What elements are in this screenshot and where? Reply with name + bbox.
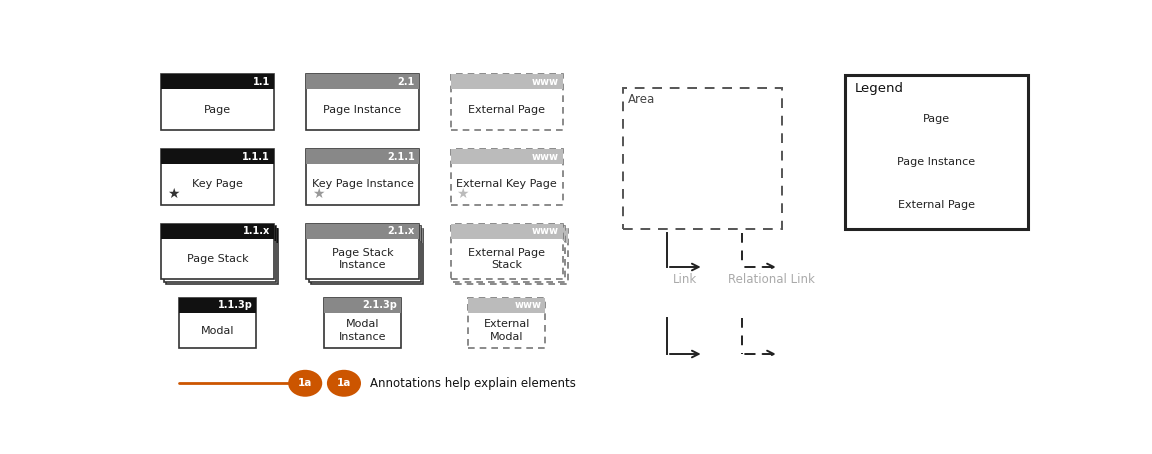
Text: 2.1.x: 2.1.x bbox=[387, 226, 415, 236]
Text: Page: Page bbox=[923, 114, 950, 124]
Bar bbox=[166, 228, 279, 284]
Bar bbox=[161, 149, 274, 205]
Bar bbox=[857, 100, 1016, 129]
Bar bbox=[857, 186, 1016, 215]
Text: Annotations help explain elements: Annotations help explain elements bbox=[370, 377, 576, 390]
Text: www: www bbox=[532, 77, 559, 87]
Text: Modal
Instance: Modal Instance bbox=[339, 319, 386, 342]
Bar bbox=[468, 298, 545, 348]
Bar bbox=[468, 298, 545, 313]
Text: ★: ★ bbox=[312, 187, 324, 201]
Bar bbox=[857, 100, 1016, 109]
Text: 2.1: 2.1 bbox=[397, 77, 415, 87]
Bar bbox=[450, 224, 563, 238]
Bar bbox=[857, 143, 1016, 152]
Text: 2.1.3p: 2.1.3p bbox=[363, 301, 397, 311]
Text: Page Stack: Page Stack bbox=[187, 254, 249, 264]
Bar bbox=[306, 224, 418, 238]
Text: Key Page: Key Page bbox=[192, 179, 243, 189]
Text: ★: ★ bbox=[456, 187, 469, 201]
Text: External Page
Stack: External Page Stack bbox=[468, 248, 545, 270]
Bar bbox=[453, 226, 566, 241]
Bar bbox=[306, 149, 418, 164]
Text: External Page: External Page bbox=[897, 200, 975, 210]
Bar bbox=[450, 74, 563, 130]
Bar bbox=[306, 149, 418, 205]
Bar bbox=[179, 298, 257, 313]
Ellipse shape bbox=[327, 370, 361, 397]
Text: www: www bbox=[532, 152, 559, 162]
Bar bbox=[161, 224, 274, 238]
Bar bbox=[161, 224, 274, 279]
Bar bbox=[455, 228, 568, 284]
Bar bbox=[455, 228, 568, 243]
Text: Modal: Modal bbox=[200, 326, 234, 336]
Bar bbox=[623, 89, 782, 228]
Bar bbox=[166, 228, 279, 243]
Bar bbox=[324, 298, 401, 348]
Bar bbox=[453, 226, 566, 281]
Bar bbox=[450, 224, 563, 279]
Text: 1.1.x: 1.1.x bbox=[243, 226, 270, 236]
Text: Page Instance: Page Instance bbox=[324, 104, 402, 114]
Text: Page: Page bbox=[204, 104, 232, 114]
Bar bbox=[857, 186, 1016, 195]
Bar bbox=[179, 298, 257, 348]
Text: Page Stack
Instance: Page Stack Instance bbox=[332, 248, 393, 270]
Bar bbox=[450, 149, 563, 205]
Bar bbox=[309, 226, 422, 281]
Text: 2.1.1: 2.1.1 bbox=[387, 152, 415, 162]
Text: 1.1.3p: 1.1.3p bbox=[218, 301, 252, 311]
Text: Area: Area bbox=[628, 93, 655, 106]
Bar bbox=[311, 228, 424, 243]
Text: 1.1: 1.1 bbox=[252, 77, 270, 87]
Bar bbox=[161, 74, 274, 89]
Bar bbox=[306, 74, 418, 130]
Bar bbox=[306, 224, 418, 279]
Bar bbox=[161, 149, 274, 164]
Bar bbox=[450, 74, 563, 89]
Bar bbox=[450, 149, 563, 164]
Bar bbox=[161, 74, 274, 130]
Bar bbox=[306, 74, 418, 89]
Text: Page Instance: Page Instance bbox=[897, 157, 976, 167]
Bar bbox=[311, 228, 424, 284]
Bar bbox=[846, 74, 1028, 228]
Text: External
Modal: External Modal bbox=[484, 319, 530, 342]
Text: Link: Link bbox=[673, 273, 697, 286]
Text: Key Page Instance: Key Page Instance bbox=[311, 179, 414, 189]
Text: 1.1.1: 1.1.1 bbox=[242, 152, 270, 162]
Text: www: www bbox=[515, 301, 541, 311]
Text: 1a: 1a bbox=[336, 378, 351, 388]
Text: Legend: Legend bbox=[855, 82, 903, 95]
Bar bbox=[324, 298, 401, 313]
Text: External Key Page: External Key Page bbox=[456, 179, 558, 189]
Text: Relational Link: Relational Link bbox=[728, 273, 816, 286]
Bar bbox=[164, 226, 276, 281]
Text: www: www bbox=[532, 226, 559, 236]
Bar bbox=[164, 226, 276, 241]
Bar bbox=[857, 143, 1016, 172]
Text: ★: ★ bbox=[167, 187, 180, 201]
Text: 1a: 1a bbox=[298, 378, 312, 388]
Text: External Page: External Page bbox=[468, 104, 545, 114]
Ellipse shape bbox=[288, 370, 323, 397]
Bar bbox=[309, 226, 422, 241]
